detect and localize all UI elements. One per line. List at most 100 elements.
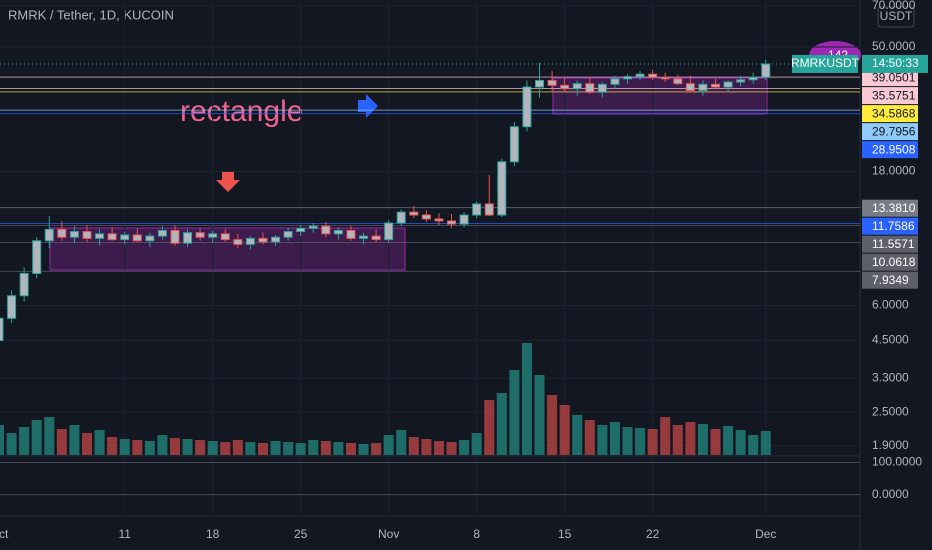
candle-body: [547, 79, 557, 86]
candle-body: [120, 234, 130, 241]
candle-body: [183, 232, 193, 244]
x-tick-label: Nov: [378, 527, 399, 541]
price-line-label: 13.3810: [872, 201, 916, 215]
y-tick-label: 2.5000: [872, 404, 909, 418]
volume-bar: [496, 393, 507, 455]
candle-body: [421, 214, 431, 220]
candle-body: [333, 229, 343, 235]
y-tick-label: 1.9000: [872, 438, 909, 452]
candle-body: [296, 227, 306, 233]
candle-body: [660, 76, 670, 80]
currency: USDT: [880, 9, 913, 23]
price-line-label-box: [862, 87, 918, 105]
volume-bar: [672, 425, 683, 455]
volume-bar: [119, 439, 130, 455]
candle-body: [82, 231, 92, 239]
candle-body: [648, 73, 658, 78]
candle-body: [7, 295, 17, 319]
x-tick-label: 22: [646, 527, 660, 541]
currency-box: [877, 6, 915, 28]
price-line-label-box: [862, 199, 918, 217]
volume-bar: [408, 437, 419, 455]
symbol-label: RMRKUSDT: [791, 56, 860, 70]
candle-body: [44, 228, 54, 242]
y-tick-label: 50.0000: [872, 39, 916, 53]
candle-body: [736, 79, 746, 83]
volume-bar: [559, 405, 570, 455]
annotation: rectangle: [180, 95, 303, 128]
candle-body: [132, 234, 142, 242]
candle-body: [572, 83, 582, 90]
price-line-label: 39.0501: [872, 70, 916, 84]
volume-bar: [195, 440, 206, 455]
volume-bar: [446, 442, 457, 455]
volume-bar: [660, 417, 671, 455]
candle-body: [145, 235, 155, 242]
candle-body: [748, 76, 758, 81]
price-line-label-box: [862, 69, 918, 87]
price-line-label: 10.0618: [872, 255, 916, 269]
volume-bar: [609, 422, 620, 455]
candle-body: [484, 203, 494, 216]
candle-body: [384, 222, 394, 241]
candle-body: [610, 78, 620, 85]
candle-body: [57, 228, 67, 238]
candle-body: [195, 232, 205, 238]
volume-bar: [144, 441, 155, 455]
volume-bar: [81, 433, 92, 455]
price-line-label: 29.7956: [872, 124, 916, 138]
volume-bar: [257, 443, 268, 455]
volume-bar: [471, 433, 482, 455]
x-tick-label: 11: [118, 527, 131, 541]
price-line-label-box: [862, 217, 918, 235]
candle-body: [597, 83, 607, 93]
candle-body: [208, 233, 218, 238]
volume-bar: [94, 430, 105, 455]
volume-bar: [19, 427, 30, 455]
volume-bar: [283, 442, 294, 455]
arrow-right: [358, 94, 378, 118]
candle-body: [32, 240, 42, 274]
candle-body: [673, 78, 683, 85]
countdown-box: [862, 54, 928, 73]
volume-bar: [0, 425, 4, 455]
x-tick-label: 8: [473, 527, 480, 541]
candle-body: [585, 83, 595, 93]
candle-body: [409, 211, 419, 216]
chart-title: RMRK / Tether, 1D, KUCOIN: [8, 7, 174, 22]
candle-body: [157, 229, 167, 237]
candle-body: [19, 272, 29, 297]
candle-body: [497, 161, 507, 216]
candle-body: [321, 225, 331, 235]
volume-bar: [44, 417, 55, 455]
candle-body: [0, 317, 4, 342]
candle-body: [245, 237, 255, 245]
price-line-label: 34.5868: [872, 106, 916, 120]
volume-bar: [710, 429, 721, 455]
volume-bar: [371, 443, 382, 455]
volume-bar: [345, 443, 356, 455]
volume-bar: [735, 430, 746, 455]
price-line-label-box: [862, 271, 918, 289]
volume-bar: [459, 440, 470, 455]
volume-bar: [685, 422, 696, 455]
volume-bar: [509, 370, 520, 455]
volume-bar: [182, 439, 193, 455]
candle-body: [170, 229, 180, 244]
y-tick-label: 3.3000: [872, 371, 909, 385]
price-line-label-box: [862, 235, 918, 253]
volume-bar: [433, 441, 444, 455]
price-line-label: 11.5571: [872, 237, 915, 251]
candle-body: [95, 233, 105, 239]
candle-body: [371, 235, 381, 241]
volume-bar: [358, 444, 369, 455]
candle-body: [396, 211, 406, 224]
price-line-label: 35.5751: [872, 88, 916, 102]
price-line-label-box: [862, 123, 918, 141]
price-line-label-box: [862, 253, 918, 271]
volume-bar: [484, 400, 495, 455]
volume-bar: [584, 420, 595, 455]
volume-bar: [56, 429, 67, 455]
x-tick-label: 15: [558, 527, 572, 541]
